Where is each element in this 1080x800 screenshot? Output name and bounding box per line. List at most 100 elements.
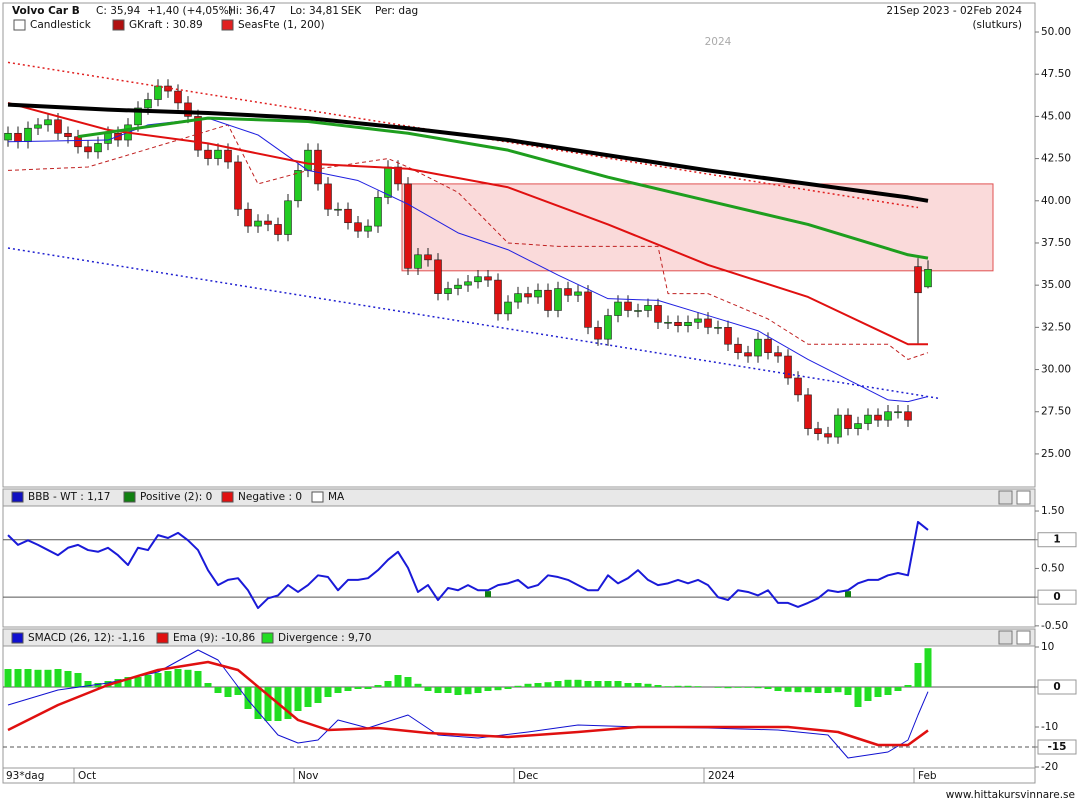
bbb-header	[2, 488, 1036, 507]
divergence-bar	[324, 687, 332, 697]
divergence-bar	[464, 687, 472, 695]
candle-body	[244, 208, 252, 227]
legend-label: SeasFte (1, 200)	[238, 19, 325, 31]
y-tick-label: 40.00	[1041, 195, 1071, 207]
candle-body	[274, 224, 282, 235]
x-tick-label: Dec	[518, 770, 539, 782]
divergence-bar	[634, 683, 642, 687]
divergence-bar	[454, 687, 462, 695]
divergence-bar	[864, 687, 872, 701]
y-tick-label: 1.50	[1041, 505, 1064, 517]
legend-label: Divergence : 9,70	[278, 632, 371, 644]
divergence-bar	[664, 686, 672, 687]
candle-body	[414, 254, 422, 269]
divergence-bar	[374, 685, 382, 687]
y-tick-label: -20	[1041, 761, 1058, 773]
candle-body	[834, 414, 842, 438]
divergence-bar	[194, 671, 202, 687]
divergence-bar	[394, 675, 402, 687]
candle-body	[4, 132, 12, 141]
divergence-bar	[844, 687, 852, 695]
candle-body	[624, 301, 632, 311]
candle-body	[874, 414, 882, 421]
divergence-bar	[34, 669, 42, 687]
divergence-bar	[384, 681, 392, 687]
divergence-bar	[84, 681, 92, 687]
maximize-button[interactable]	[1016, 630, 1031, 645]
settings-button[interactable]	[998, 490, 1013, 505]
settings-button[interactable]	[998, 630, 1013, 645]
plot-area: 2024	[4, 36, 994, 444]
candle-body	[74, 136, 82, 148]
divergence-bar	[754, 687, 762, 689]
divergence-bar	[344, 687, 352, 691]
divergence-bar	[64, 671, 72, 687]
overlay-line	[7, 101, 928, 346]
tick-box	[1037, 589, 1077, 605]
candle-body	[174, 90, 182, 104]
candle-body	[184, 102, 192, 117]
divergence-bar	[354, 687, 362, 689]
divergence-bar	[504, 687, 512, 689]
y-tick-label: 37.50	[1041, 237, 1071, 249]
divergence-bar	[304, 687, 312, 707]
candle-body	[894, 411, 902, 414]
x-tick-label: Oct	[78, 770, 96, 782]
divergence-bar	[434, 687, 442, 693]
candle-body	[44, 119, 52, 126]
tick-box	[1037, 532, 1077, 548]
divergence-bar	[584, 681, 592, 687]
divergence-bar	[234, 687, 242, 695]
candle-body	[864, 414, 872, 424]
divergence-bar	[594, 681, 602, 687]
divergence-bar	[924, 648, 932, 687]
divergence-bar	[314, 687, 322, 703]
legend-swatch	[221, 491, 234, 503]
candle-body	[534, 289, 542, 298]
y-tick-label: -10	[1041, 721, 1058, 733]
divergence-bar	[474, 687, 482, 693]
y-tick-label: 30.00	[1041, 364, 1071, 376]
candle-body	[24, 127, 32, 143]
tick-box	[1037, 739, 1077, 755]
divergence-bar	[74, 673, 82, 687]
candle-body	[614, 301, 622, 316]
candle-body	[84, 146, 92, 153]
candle-body	[374, 197, 382, 227]
divergence-bar	[654, 685, 662, 687]
candle-body	[154, 85, 162, 100]
legend-swatch	[11, 632, 24, 644]
divergence-bar	[364, 687, 372, 689]
overlay-line	[7, 102, 929, 203]
candle-body	[284, 200, 292, 235]
divergence-bar	[294, 687, 302, 711]
indicator-line	[7, 520, 929, 610]
candle-body	[204, 149, 212, 159]
divergence-bar	[204, 683, 212, 687]
legend-swatch	[123, 491, 136, 503]
divergence-bar	[794, 687, 802, 693]
period: Per: dag	[375, 5, 418, 17]
divergence-bar	[904, 685, 912, 687]
y-tick-label: -15	[1048, 741, 1067, 753]
divergence-bar	[714, 687, 722, 688]
candle-body	[924, 269, 932, 288]
candle-body	[474, 276, 482, 283]
candle-body	[694, 318, 702, 323]
candle-body	[94, 143, 102, 153]
candle-body	[734, 343, 742, 353]
candle-body	[54, 119, 62, 134]
divergence-bar	[614, 681, 622, 687]
y-tick-label: 50.00	[1041, 26, 1071, 38]
candle-body	[604, 315, 612, 340]
candle-body	[764, 338, 772, 353]
candle-body	[594, 327, 602, 340]
candle-body	[64, 132, 72, 137]
maximize-button[interactable]	[1016, 490, 1031, 505]
price-type: (slutkurs)	[972, 19, 1022, 31]
divergence-bar	[564, 679, 572, 687]
candle-body	[564, 288, 572, 296]
divergence-bar	[884, 687, 892, 695]
divergence-bar	[854, 687, 862, 707]
